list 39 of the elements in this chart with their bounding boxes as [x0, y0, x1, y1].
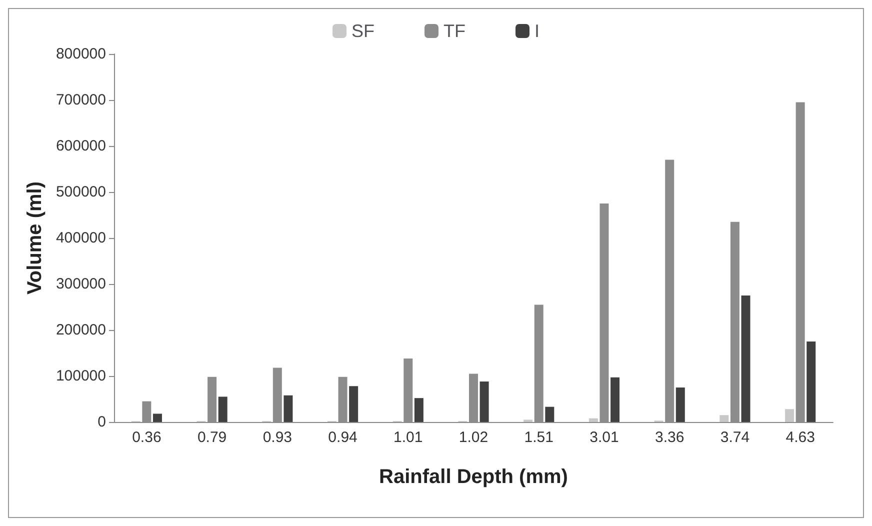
x-tick-label: 0.94: [328, 429, 358, 446]
x-tick-label: 4.63: [786, 429, 815, 446]
x-tick-label: 0.36: [132, 429, 162, 446]
y-tick-label: 500000: [56, 184, 106, 200]
bar: [152, 414, 162, 422]
bar: [741, 296, 750, 422]
bar: [785, 409, 794, 422]
bar: [610, 377, 620, 422]
legend-label: SF: [352, 21, 375, 41]
x-tick-label: 1.51: [524, 429, 554, 446]
x-axis-title: Rainfall Depth (mm): [379, 466, 568, 488]
y-tick-label: 0: [98, 414, 106, 430]
x-tick-label: 3.74: [720, 429, 750, 446]
y-tick-label: 600000: [56, 138, 106, 154]
bar: [480, 382, 489, 422]
x-tick-label: 0.79: [197, 429, 227, 446]
bar: [806, 342, 816, 422]
bar: [720, 415, 729, 422]
bar: [284, 395, 293, 422]
y-tick-label: 100000: [56, 368, 106, 384]
bar: [349, 386, 358, 422]
y-tick-label: 200000: [56, 322, 106, 338]
x-tick-label: 3.36: [654, 429, 684, 446]
bar: [414, 398, 424, 422]
legend-label: TF: [444, 21, 466, 41]
x-tick-label: 0.93: [262, 429, 292, 446]
y-tick-label: 400000: [56, 230, 106, 246]
bar: [218, 396, 228, 422]
x-tick-label: 1.02: [458, 429, 488, 446]
y-axis-title: Volume (ml): [24, 182, 46, 294]
bar: [676, 388, 685, 422]
x-tick-label: 1.01: [394, 429, 423, 446]
legend-label: I: [534, 21, 540, 41]
y-tick-label: 700000: [56, 92, 106, 108]
bar: [545, 406, 554, 422]
bar: [588, 418, 598, 422]
x-tick-label: 3.01: [590, 429, 619, 446]
y-tick-label: 300000: [56, 276, 106, 292]
y-tick-label: 800000: [56, 46, 106, 62]
